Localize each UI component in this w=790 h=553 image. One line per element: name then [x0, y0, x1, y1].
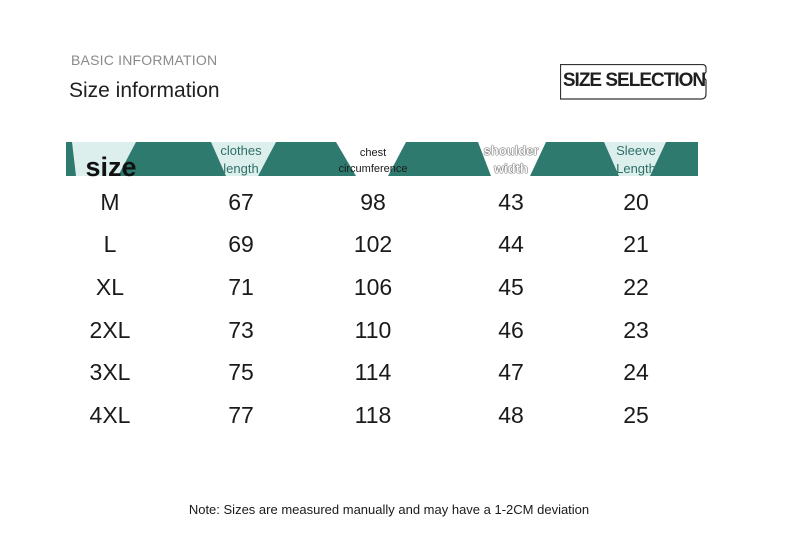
clothes-length-cell: 71: [228, 274, 254, 300]
column-header-line-1: chest: [359, 147, 387, 159]
chest-cell: 102: [353, 231, 393, 257]
chest-cell: 98: [360, 189, 386, 215]
sleeve-length-cell: 22: [623, 274, 649, 300]
column-header-shoulder-width: shoulder width: [476, 142, 546, 178]
badge-frame: [560, 64, 707, 100]
clothes-length-cell: 67: [228, 189, 254, 215]
table-header-band: [66, 142, 698, 176]
section-eyebrow: BASIC INFORMATION: [71, 52, 218, 68]
shoulder-width-cell: 44: [498, 231, 524, 257]
table-row: 2XL 73 110 46 23: [0, 310, 790, 350]
clothes-length-cell: 73: [228, 317, 254, 343]
chest-cell: 118: [354, 402, 392, 428]
clothes-length-cell: 75: [228, 359, 254, 385]
chest-cell: 110: [354, 317, 392, 343]
clothes-length-cell: 77: [228, 402, 254, 428]
column-header-line-2: width: [494, 161, 528, 176]
shoulder-width-cell: 45: [498, 274, 524, 300]
column-header-chest: chest circumference: [322, 145, 424, 177]
table-row: 4XL 77 118 48 25: [0, 395, 790, 435]
size-cell: L: [103, 231, 117, 257]
sleeve-length-cell: 20: [623, 189, 649, 215]
column-header-line-1: shoulder: [483, 143, 539, 158]
chest-cell: 106: [353, 274, 393, 300]
column-header-line-1: clothes: [220, 143, 262, 158]
size-cell: 2XL: [89, 317, 131, 343]
size-cell: 4XL: [89, 402, 131, 428]
shoulder-width-cell: 48: [498, 402, 524, 428]
shoulder-width-cell: 43: [498, 189, 524, 215]
sleeve-length-cell: 23: [623, 317, 649, 343]
chest-cell: 114: [354, 359, 392, 385]
size-selection-badge: SIZE SELECTION: [560, 64, 707, 100]
column-header-clothes-length: clothes length: [205, 142, 277, 178]
header-band-graphic: [66, 142, 698, 176]
size-cell: M: [100, 189, 120, 215]
shoulder-width-cell: 46: [498, 317, 524, 343]
measurement-note: Note: Sizes are measured manually and ma…: [188, 502, 590, 517]
table-row: M 67 98 43 20: [0, 182, 790, 222]
sleeve-length-cell: 25: [623, 402, 649, 428]
page-title: Size information: [69, 79, 220, 102]
sleeve-length-cell: 24: [623, 359, 649, 385]
sleeve-length-cell: 21: [623, 231, 649, 257]
badge-label: SIZE SELECTION: [562, 70, 706, 91]
column-header-line-2: circumference: [338, 163, 408, 175]
column-header-line-2: Length: [616, 161, 656, 176]
column-header-sleeve-length: Sleeve Length: [602, 142, 670, 178]
column-header-line-2: length: [223, 161, 259, 176]
table-row: XL 71 106 45 22: [0, 267, 790, 307]
column-header-size: size: [80, 150, 142, 184]
clothes-length-cell: 69: [228, 231, 254, 257]
size-cell: XL: [95, 274, 125, 300]
column-header-line-1: Sleeve: [616, 143, 656, 158]
column-header-size-label: size: [85, 152, 137, 182]
size-cell: 3XL: [89, 359, 131, 385]
shoulder-width-cell: 47: [498, 359, 524, 385]
table-row: L 69 102 44 21: [0, 224, 790, 264]
table-row: 3XL 75 114 47 24: [0, 352, 790, 392]
